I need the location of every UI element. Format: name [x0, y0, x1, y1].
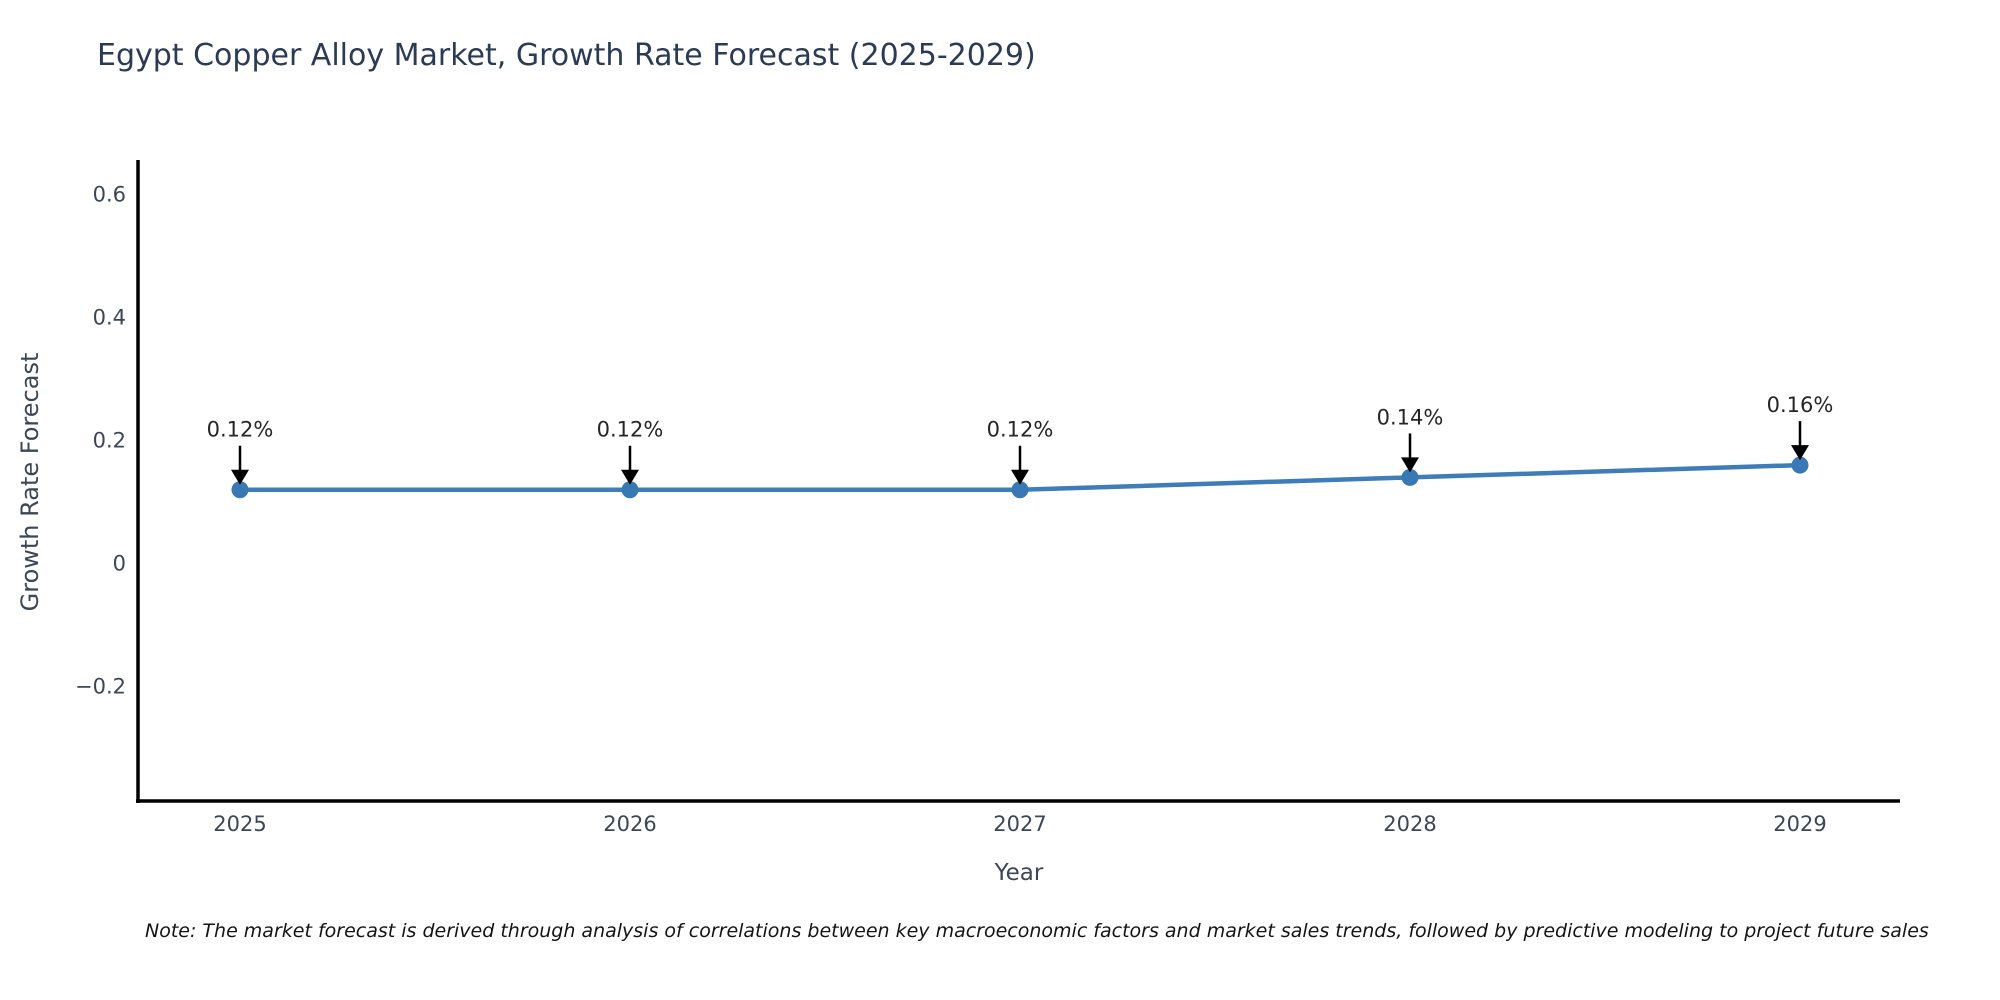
x-tick-label: 2026: [603, 812, 656, 836]
x-tick-label: 2029: [1773, 812, 1826, 836]
data-point-marker[interactable]: [1401, 468, 1419, 486]
annotation-label: 0.12%: [987, 418, 1054, 442]
data-point-marker[interactable]: [621, 481, 639, 499]
annotation-label: 0.12%: [207, 418, 274, 442]
x-tick-label: 2025: [213, 812, 266, 836]
y-tick-label: 0.4: [93, 305, 126, 329]
annotation-label: 0.16%: [1767, 393, 1834, 417]
data-point-marker[interactable]: [1011, 481, 1029, 499]
x-tick-label: 2028: [1383, 812, 1436, 836]
annotation-arrow-head: [621, 469, 639, 485]
y-tick-label: −0.2: [75, 675, 126, 699]
annotation-arrow-head: [1401, 457, 1419, 473]
annotation-arrow-head: [231, 469, 249, 485]
data-point-marker[interactable]: [231, 481, 249, 499]
annotation-label: 0.14%: [1377, 405, 1444, 429]
chart-title: Egypt Copper Alloy Market, Growth Rate F…: [97, 38, 1036, 73]
y-tick-label: 0: [113, 552, 126, 576]
annotation-label: 0.12%: [597, 418, 664, 442]
y-tick-label: 0.6: [93, 182, 126, 206]
footnote-text: Note: The market forecast is derived thr…: [145, 920, 1929, 942]
annotation-arrow-head: [1011, 469, 1029, 485]
x-axis-title: Year: [994, 860, 1044, 886]
annotation-arrow-head: [1791, 445, 1809, 461]
x-tick-label: 2027: [993, 812, 1046, 836]
data-point-marker[interactable]: [1791, 456, 1809, 474]
y-tick-label: 0.2: [93, 429, 126, 453]
